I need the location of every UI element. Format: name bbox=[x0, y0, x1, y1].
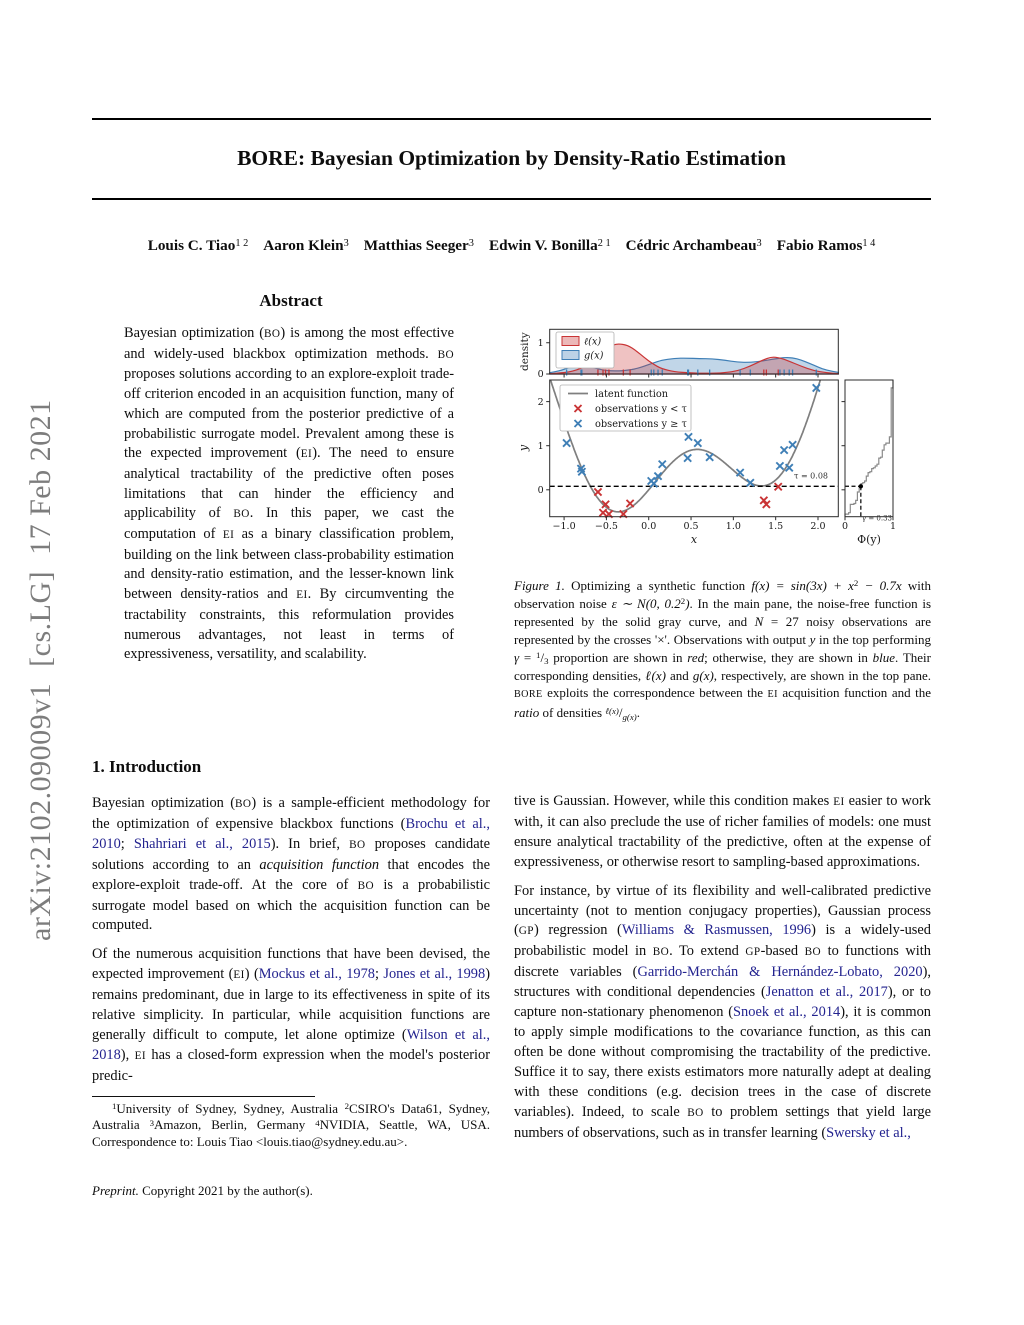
right-paragraph-1: tive is Gaussian. However, while this co… bbox=[514, 793, 931, 870]
citation-link[interactable]: Wilson et al., 2018 bbox=[92, 1026, 490, 1063]
svg-text:ℓ(x): ℓ(x) bbox=[584, 337, 601, 348]
svg-text:x: x bbox=[691, 533, 698, 546]
citation-link[interactable]: Jenatton et al., 2017 bbox=[765, 984, 888, 1001]
svg-text:−1.0: −1.0 bbox=[553, 521, 576, 532]
author-list: Louis C. Tiao1 2 Aaron Klein3 Matthias See… bbox=[147, 237, 876, 254]
intro-paragraph-2: Of the numerous acquisition functions th… bbox=[92, 946, 490, 1084]
svg-text:observations y ≥ τ: observations y ≥ τ bbox=[595, 419, 687, 430]
svg-text:1: 1 bbox=[890, 521, 896, 532]
svg-text:latent function: latent function bbox=[595, 389, 669, 400]
svg-text:−0.5: −0.5 bbox=[595, 521, 618, 532]
svg-text:0: 0 bbox=[842, 521, 848, 532]
citation-link[interactable]: Williams & Rasmussen, 1996 bbox=[621, 922, 812, 939]
citation-link[interactable]: Snoek et al., 2014 bbox=[733, 1004, 841, 1021]
intro-paragraph-1: Bayesian optimization (BO) is a sample-e… bbox=[92, 795, 491, 934]
header-rule-top bbox=[92, 118, 931, 121]
svg-text:1.0: 1.0 bbox=[726, 521, 741, 532]
svg-text:γ = 0.33: γ = 0.33 bbox=[862, 515, 892, 523]
citation-link[interactable]: Brochu et al., 2010 bbox=[92, 815, 490, 852]
left-column-body: Bayesian optimization (BO) is a sample-e… bbox=[92, 794, 490, 1096]
introduction-heading: 1. Introduction bbox=[92, 757, 202, 776]
svg-text:density: density bbox=[519, 332, 531, 371]
right-column-body: tive is Gaussian. However, while this co… bbox=[514, 792, 931, 1152]
footnote-rule bbox=[92, 1096, 315, 1098]
svg-text:0.0: 0.0 bbox=[641, 521, 656, 532]
abstract-text: Bayesian optimization (BO) is among the … bbox=[124, 325, 455, 663]
svg-text:1.5: 1.5 bbox=[768, 521, 783, 532]
svg-text:1: 1 bbox=[538, 338, 544, 349]
svg-text:Φ(y): Φ(y) bbox=[857, 533, 881, 546]
paper-title: BORE: Bayesian Optimization by Density-R… bbox=[237, 146, 786, 170]
right-paragraph-2: For instance, by virtue of its flexibili… bbox=[514, 882, 932, 1141]
arxiv-watermark: arXiv:2102.09009v1 [cs.LG] 17 Feb 2021 bbox=[24, 399, 57, 941]
citation-link[interactable]: Jones et al., 1998 bbox=[383, 966, 486, 983]
svg-text:1: 1 bbox=[538, 441, 544, 452]
svg-text:τ = 0.08: τ = 0.08 bbox=[794, 472, 828, 481]
svg-text:0.5: 0.5 bbox=[683, 521, 698, 532]
citation-link[interactable]: Swersky et al., bbox=[826, 1124, 911, 1141]
affiliations-footnote: 1University of Sydney, Sydney, Australia… bbox=[92, 1101, 491, 1149]
citation-link[interactable]: Garrido-Merchán & Hernández-Lobato, 2020 bbox=[637, 964, 923, 981]
header-rule-bottom bbox=[92, 198, 931, 201]
svg-text:observations y < τ: observations y < τ bbox=[595, 404, 687, 415]
svg-text:0: 0 bbox=[538, 485, 544, 496]
preprint-notice: Preprint. Copyright 2021 by the author(s… bbox=[92, 1183, 313, 1198]
svg-text:0: 0 bbox=[538, 369, 544, 380]
figure-1-chart: 0 1 density ℓ(x) g(x) τ = 0.08 0 1 2 −1.0 −0.5 0.0 0… bbox=[515, 316, 931, 564]
svg-text:g(x): g(x) bbox=[584, 351, 604, 362]
abstract-heading: Abstract bbox=[259, 291, 323, 310]
figure-1-caption: Figure 1. Optimizing a synthetic functio… bbox=[514, 578, 932, 722]
svg-text:2.0: 2.0 bbox=[810, 521, 825, 532]
svg-text:2: 2 bbox=[538, 397, 544, 408]
svg-text:y: y bbox=[517, 444, 530, 452]
citation-link[interactable]: Mockus et al., 1978 bbox=[258, 966, 375, 983]
citation-link[interactable]: Shahriari et al., 2015 bbox=[133, 835, 271, 852]
